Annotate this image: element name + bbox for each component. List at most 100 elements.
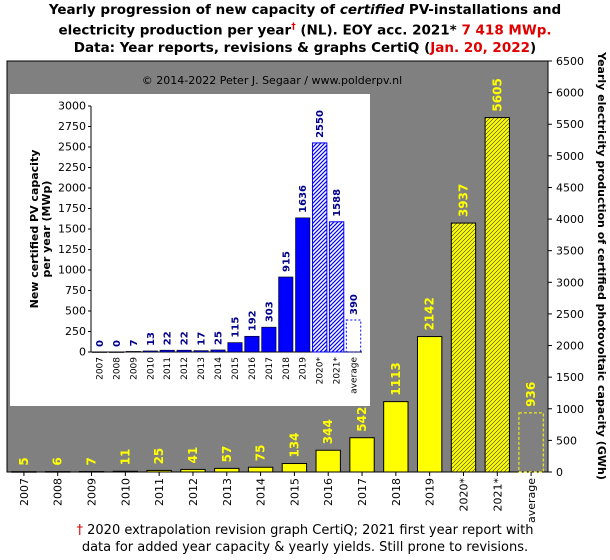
main-bar-value-label: 75 bbox=[254, 445, 268, 462]
inset-y-tick-label: 2750 bbox=[58, 120, 86, 133]
inset-y-tick-label: 250 bbox=[65, 325, 86, 338]
inset-bar bbox=[176, 349, 192, 353]
inset-bar-value-label: 25 bbox=[214, 331, 225, 345]
main-bar-value-label: 1113 bbox=[389, 362, 403, 395]
x-category-label: 2015 bbox=[288, 478, 301, 506]
inset-y-tick-label: 750 bbox=[65, 284, 86, 297]
y-axis-label: Yearly electricity production of certifi… bbox=[595, 51, 608, 480]
inset-bar-value-label: 1636 bbox=[298, 185, 309, 213]
inset-bar bbox=[193, 350, 209, 353]
x-category-label: 2010 bbox=[119, 478, 132, 506]
main-bar bbox=[281, 463, 308, 473]
main-bar bbox=[383, 401, 409, 473]
inset-bar-value-label: 22 bbox=[163, 331, 174, 345]
inset-bar-value-label: 192 bbox=[247, 310, 258, 331]
main-bar bbox=[112, 470, 139, 473]
main-bar bbox=[146, 469, 172, 473]
x-category-label: 2021* bbox=[491, 478, 504, 512]
inset-bar-value-label: 0 bbox=[95, 340, 106, 347]
main-bar bbox=[416, 336, 443, 473]
x-category-label: 2007 bbox=[18, 478, 31, 506]
x-category-label: 2016 bbox=[322, 478, 335, 506]
inset-bar bbox=[91, 351, 107, 353]
x-category-label: 2018 bbox=[390, 478, 403, 506]
inset-bar-value-label: 13 bbox=[146, 332, 157, 346]
inset-bar bbox=[125, 351, 141, 353]
main-bar-value-label: 25 bbox=[152, 448, 166, 465]
footnote-line-1: † 2020 extrapolation revision graph Cert… bbox=[76, 523, 534, 538]
inset-x-category-label: 2014 bbox=[214, 357, 224, 380]
y-tick-label: 0 bbox=[556, 466, 563, 479]
x-category-label: 2011 bbox=[153, 478, 166, 506]
inset-y-tick-label: 1750 bbox=[58, 202, 86, 215]
main-bar-value-label: 3937 bbox=[456, 184, 470, 217]
inset-bar bbox=[210, 349, 226, 353]
inset-x-category-label: 2013 bbox=[197, 357, 207, 380]
x-category-label: 2013 bbox=[221, 478, 234, 506]
inset-bar-value-label: 1588 bbox=[332, 189, 343, 217]
inset-bar-value-label: 303 bbox=[264, 301, 275, 322]
inset-x-category-label: average bbox=[350, 357, 360, 394]
x-category-label: average bbox=[525, 478, 538, 523]
main-bar-value-label: 134 bbox=[287, 432, 301, 457]
y-tick-label: 4000 bbox=[556, 213, 584, 226]
inset-x-category-label: 2010 bbox=[146, 357, 156, 380]
copyright-notice: © 2014-2022 Peter J. Segaar / www.polder… bbox=[142, 74, 402, 87]
title-line-2: electricity production per year† (NL). E… bbox=[58, 22, 552, 39]
inset-chart: 0250500750100012501500175020002250250027… bbox=[10, 94, 370, 406]
y-tick-label: 500 bbox=[556, 434, 577, 447]
x-category-label: 2020* bbox=[457, 478, 470, 512]
y-tick-label: 4500 bbox=[556, 181, 584, 194]
main-bar-value-label: 936 bbox=[524, 382, 538, 407]
inset-y-tick-label: 2250 bbox=[58, 161, 86, 174]
title-line-3: Data: Year reports, revisions & graphs C… bbox=[73, 39, 537, 56]
main-bar-value-label: 41 bbox=[186, 447, 200, 464]
y-tick-label: 5000 bbox=[556, 150, 584, 163]
x-category-label: 2019 bbox=[424, 478, 437, 506]
main-bar bbox=[180, 468, 206, 473]
inset-bar-value-label: 22 bbox=[180, 331, 191, 345]
main-bar-value-label: 57 bbox=[220, 446, 234, 463]
x-category-label: 2009 bbox=[86, 478, 99, 506]
inset-bar bbox=[295, 217, 311, 353]
inset-bar-value-label: 915 bbox=[281, 251, 292, 272]
main-bar-value-label: 5 bbox=[17, 457, 31, 465]
inset-x-category-label: 2009 bbox=[129, 357, 139, 380]
main-bar bbox=[450, 222, 477, 473]
footnote-line-2: data for added year capacity & yearly yi… bbox=[81, 540, 529, 555]
main-bar-value-label: 344 bbox=[321, 419, 335, 444]
inset-bar bbox=[142, 350, 158, 353]
title-line-1: Yearly progression of new capacity of ce… bbox=[48, 2, 562, 18]
inset-y-tick-label: 2500 bbox=[58, 141, 86, 154]
inset-bar-value-label: 0 bbox=[112, 340, 123, 347]
main-bar-value-label: 6 bbox=[51, 457, 65, 465]
inset-y-axis-label-line-2: per year (MWp) bbox=[40, 181, 53, 278]
inset-y-tick-label: 500 bbox=[65, 305, 86, 318]
inset-x-category-label: 2007 bbox=[95, 357, 105, 380]
x-category-label: 2014 bbox=[255, 478, 268, 506]
inset-bar bbox=[159, 349, 175, 353]
inset-bar-value-label: 7 bbox=[129, 339, 140, 346]
x-category-label: 2008 bbox=[52, 478, 65, 506]
y-tick-label: 1500 bbox=[556, 371, 584, 384]
inset-x-category-label: 2012 bbox=[180, 357, 190, 380]
main-bar bbox=[214, 467, 240, 473]
chart-title: Yearly progression of new capacity of ce… bbox=[0, 2, 610, 57]
main-bar bbox=[78, 471, 105, 473]
inset-bar bbox=[108, 351, 124, 353]
main-bar-value-label: 5605 bbox=[490, 78, 504, 111]
inset-y-tick-label: 1500 bbox=[58, 223, 86, 236]
inset-bar bbox=[345, 319, 362, 353]
inset-x-category-label: 2019 bbox=[299, 357, 309, 380]
inset-bar bbox=[311, 142, 328, 353]
y-tick-label: 5500 bbox=[556, 118, 584, 131]
footnote: † 2020 extrapolation revision graph Cert… bbox=[0, 522, 610, 556]
inset-bar-value-label: 115 bbox=[230, 317, 241, 338]
inset-y-tick-label: 1000 bbox=[58, 264, 86, 277]
main-bar bbox=[484, 117, 510, 473]
inset-x-category-label: 2018 bbox=[282, 357, 292, 380]
y-tick-label: 1000 bbox=[556, 403, 584, 416]
inset-bar bbox=[244, 335, 260, 353]
inset-bar-value-label: 17 bbox=[197, 332, 208, 346]
